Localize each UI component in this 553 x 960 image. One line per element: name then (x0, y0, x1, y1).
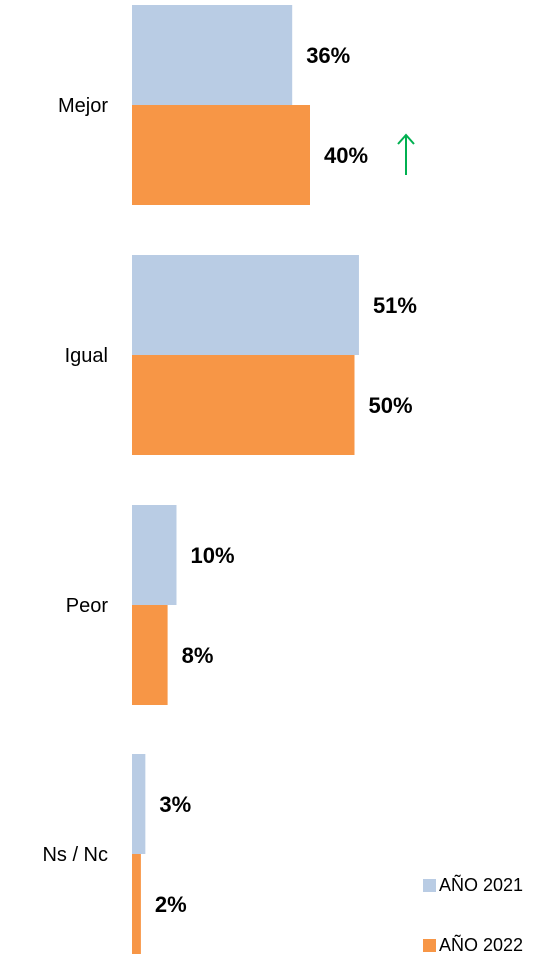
value-labels: 36% 40% 51% 50% 10% 8% 3% 2% (155, 43, 417, 917)
legend-item: AÑO 2021 (423, 874, 523, 895)
data-label: 51% (373, 293, 417, 318)
bar-2021 (132, 5, 293, 105)
up-arrow-icon (397, 133, 415, 175)
legend-swatch (423, 939, 436, 952)
bar-2022 (132, 854, 141, 954)
data-label: 2% (155, 892, 187, 917)
bar-2022 (132, 105, 310, 205)
legend-label: AÑO 2022 (439, 934, 523, 955)
legend-label: AÑO 2021 (439, 874, 523, 895)
data-label: 3% (159, 792, 191, 817)
bar-2022 (132, 355, 355, 455)
bar-2021 (132, 505, 177, 605)
bar-2022 (132, 605, 168, 705)
category-label: Igual (65, 345, 108, 367)
annotations (397, 133, 415, 175)
data-label: 8% (182, 643, 214, 668)
category-label: Peor (66, 595, 109, 617)
category-label: Mejor (58, 95, 108, 117)
data-label: 40% (324, 143, 368, 168)
bar-2021 (132, 754, 146, 854)
data-label: 10% (191, 543, 235, 568)
data-label: 50% (369, 393, 413, 418)
category-labels: Mejor Igual Peor Ns / Nc (42, 95, 108, 866)
legend-item: AÑO 2022 (423, 934, 523, 955)
legend-swatch (423, 879, 436, 892)
data-label: 36% (306, 43, 350, 68)
bar-2021 (132, 255, 359, 355)
legend: AÑO 2021 AÑO 2022 (423, 874, 523, 955)
category-label: Ns / Nc (42, 844, 108, 866)
bars (132, 5, 359, 954)
